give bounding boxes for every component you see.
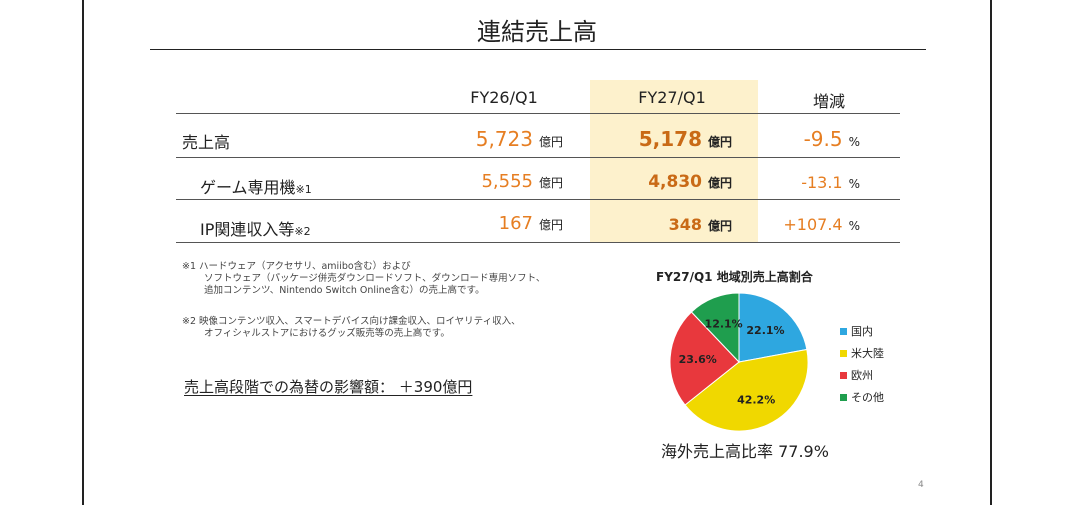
value: -9.5: [803, 127, 843, 151]
pie-data-label: 23.6%: [679, 353, 717, 366]
current-quarter-highlight: [590, 80, 758, 243]
fx-impact-text: 売上高段階での為替の影響額： ＋390億円: [184, 378, 473, 396]
header-fy27: FY27/Q1: [638, 88, 706, 107]
legend-item-other: その他: [840, 386, 884, 408]
ip-change: +107.4%: [783, 215, 860, 234]
title-rule: [150, 49, 926, 50]
value: -13.1: [801, 173, 843, 192]
pie-slice-europe: [669, 311, 740, 406]
row-label-text: IP関連収入等: [200, 220, 295, 239]
footnote-1: ※1 ハードウェア（アクセサリ、amiibo含む）および ソフトウェア（パッケー…: [182, 261, 545, 297]
unit: %: [848, 135, 860, 149]
legend-swatch: [840, 371, 847, 379]
unit: %: [848, 219, 860, 233]
footnote-2: ※2 映像コンテンツ収入、スマートデバイス向け課金収入、ロイヤリティ収入、 オフ…: [182, 316, 521, 340]
ip-fy27: 348 億円: [669, 215, 732, 234]
pie-legend: 国内 米大陸 欧州 その他: [840, 320, 884, 408]
value: 5,723: [475, 127, 533, 151]
unit: 億円: [707, 135, 732, 149]
row-label-dedicated-hardware: ゲーム専用機※1: [200, 174, 312, 198]
header-fy26: FY26/Q1: [470, 88, 538, 107]
footnote-line: ソフトウェア（パッケージ併売ダウンロードソフト、ダウンロード専用ソフト、: [204, 273, 546, 284]
slide-title: 連結売上高: [477, 18, 597, 46]
table-divider: [176, 199, 900, 200]
pie-slice-other: [690, 292, 740, 364]
row-label-sales: 売上高: [182, 129, 230, 153]
table-divider: [176, 113, 900, 114]
sales-change: -9.5%: [804, 127, 860, 151]
footnote-line: ※2 映像コンテンツ収入、スマートデバイス向け課金収入、ロイヤリティ収入、: [182, 316, 521, 327]
legend-swatch: [840, 327, 847, 335]
pie-data-label: 22.1%: [746, 324, 784, 337]
row-note: ※1: [295, 183, 312, 196]
unit: 億円: [707, 176, 732, 190]
slide: 連結売上高 FY26/Q1 FY27/Q1 増減 売上高 5,723 億円 5,1…: [82, 0, 992, 505]
hardware-fy27: 4,830 億円: [648, 172, 732, 192]
unit: 億円: [538, 135, 563, 149]
unit: %: [848, 177, 860, 191]
pie-data-label: 12.1%: [705, 318, 743, 331]
footnote-line: ※1 ハードウェア（アクセサリ、amiibo含む）および: [182, 261, 411, 272]
unit: 億円: [707, 219, 732, 233]
page-number: 4: [918, 480, 924, 490]
sales-fy27: 5,178 億円: [639, 127, 732, 151]
row-note: ※2: [294, 225, 311, 238]
hardware-fy26: 5,555 億円: [481, 171, 563, 192]
pie-slice-americas: [684, 348, 809, 432]
table-divider: [176, 242, 900, 243]
value: 4,830: [648, 172, 702, 192]
unit: 億円: [538, 218, 563, 232]
row-label-text: 売上高: [182, 133, 231, 152]
value: 5,555: [481, 171, 533, 192]
legend-item-domestic: 国内: [840, 320, 884, 342]
pie-chart-title: FY27/Q1 地域別売上高割合: [656, 270, 813, 284]
pie-slice-domestic: [738, 292, 808, 363]
table-divider: [176, 157, 900, 158]
legend-swatch: [840, 393, 847, 401]
hardware-change: -13.1%: [801, 173, 860, 192]
header-change: 増減: [812, 92, 845, 111]
legend-label: 米大陸: [851, 347, 884, 360]
legend-swatch: [840, 349, 847, 357]
pie-svg: 22.1% 42.2% 23.6% 12.1%: [669, 292, 809, 432]
row-label-ip-related: IP関連収入等※2: [200, 216, 311, 240]
legend-item-americas: 米大陸: [840, 342, 884, 364]
legend-item-europe: 欧州: [840, 364, 884, 386]
sales-fy26: 5,723 億円: [476, 127, 563, 151]
value: +107.4: [783, 215, 843, 234]
pie-data-label: 42.2%: [737, 394, 775, 407]
footnote-line: オフィシャルストアにおけるグッズ販売等の売上高です。: [204, 328, 450, 339]
unit: 億円: [538, 176, 563, 190]
value: 348: [668, 215, 702, 234]
value: 167: [498, 213, 533, 234]
overseas-sales-ratio: 海外売上高比率 77.9%: [661, 442, 829, 461]
ip-fy26: 167 億円: [499, 213, 563, 234]
legend-label: 国内: [851, 325, 873, 338]
value: 5,178: [638, 127, 702, 151]
regional-sales-pie-chart: 22.1% 42.2% 23.6% 12.1%: [669, 292, 809, 432]
legend-label: その他: [851, 391, 884, 404]
legend-label: 欧州: [851, 369, 873, 382]
footnote-line: 追加コンテンツ、Nintendo Switch Online含む）の売上高です。: [204, 285, 485, 296]
row-label-text: ゲーム専用機: [200, 178, 296, 197]
